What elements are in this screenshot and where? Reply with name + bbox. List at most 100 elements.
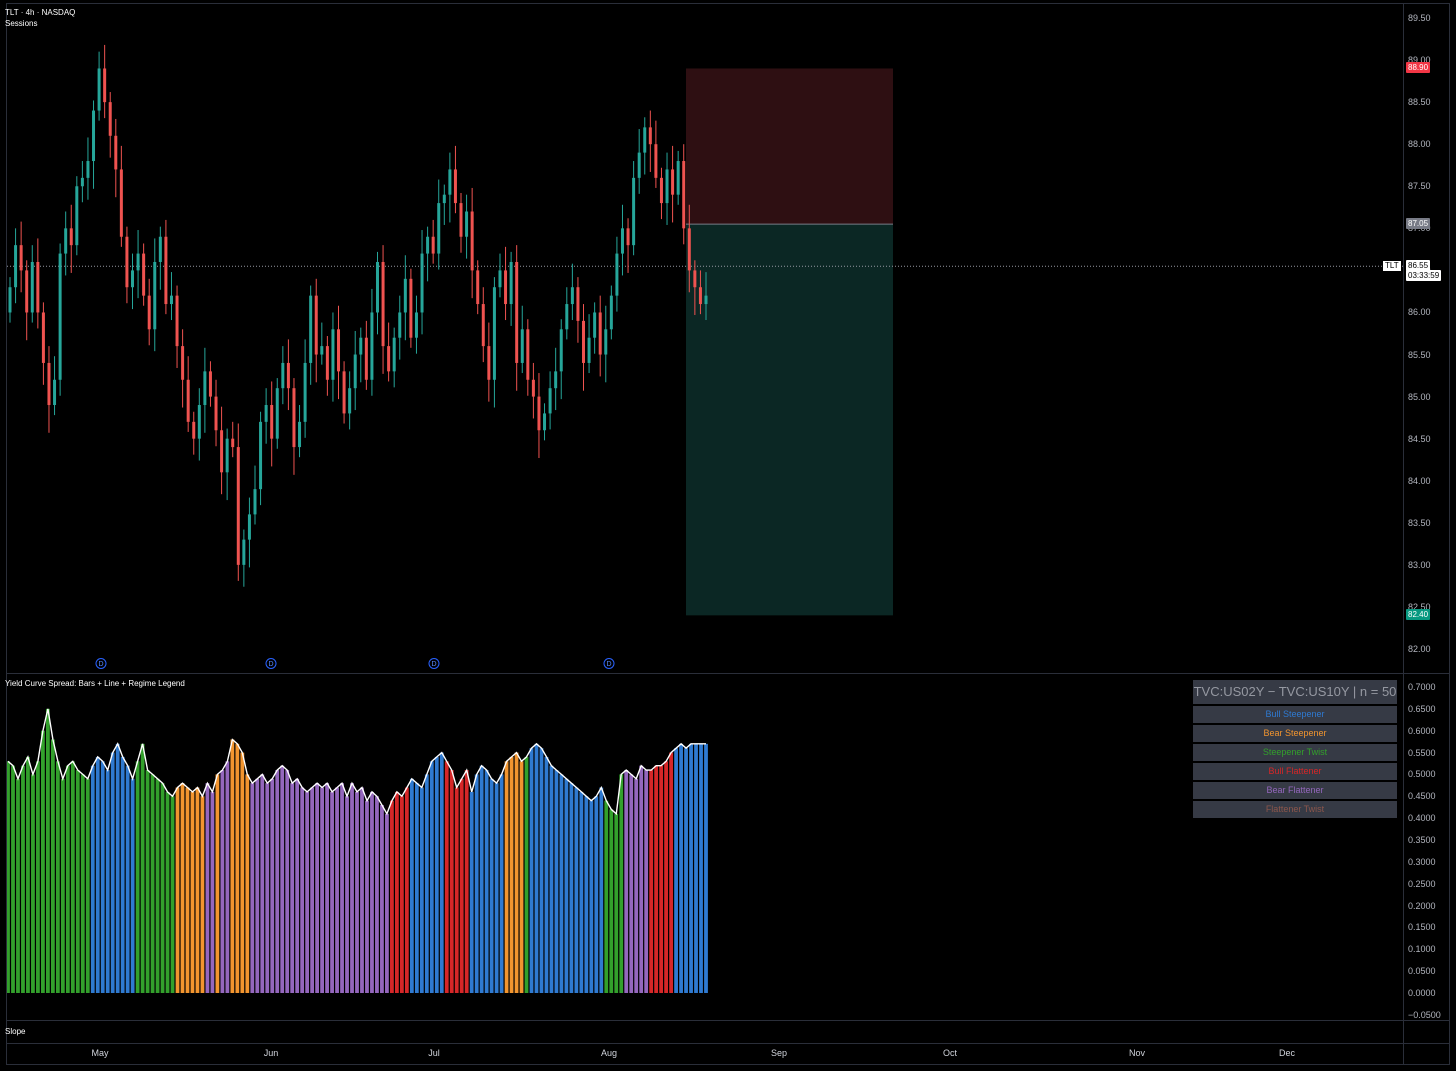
slope-title[interactable]: Slope — [5, 1027, 26, 1036]
spread-bar[interactable] — [85, 778, 90, 993]
candle[interactable] — [437, 179, 441, 270]
spread-bar[interactable] — [130, 778, 135, 993]
spread-bar[interactable] — [270, 778, 275, 993]
spread-bar[interactable] — [394, 791, 399, 993]
candle[interactable] — [41, 302, 45, 385]
spread-bar[interactable] — [320, 787, 324, 993]
spread-bar[interactable] — [529, 748, 534, 993]
candle[interactable] — [520, 305, 524, 374]
pane-separator[interactable] — [7, 1020, 1450, 1021]
stop-price-badge[interactable]: 88.90 — [1406, 62, 1431, 74]
candle[interactable] — [398, 295, 402, 360]
spread-bar[interactable] — [684, 748, 688, 993]
candle[interactable] — [492, 277, 496, 408]
spread-bar[interactable] — [419, 787, 424, 993]
spread-bar[interactable] — [7, 761, 10, 993]
spread-bar[interactable] — [534, 743, 539, 993]
candle[interactable] — [92, 100, 96, 189]
spread-bar[interactable] — [479, 765, 484, 993]
candle[interactable] — [359, 327, 363, 383]
spread-bar[interactable] — [694, 743, 698, 993]
spread-bar[interactable] — [370, 791, 374, 993]
candle[interactable] — [481, 287, 485, 363]
spread-bar[interactable] — [335, 787, 339, 993]
candle[interactable] — [448, 152, 452, 223]
spread-bar[interactable] — [355, 791, 359, 993]
spread-bar[interactable] — [80, 774, 85, 993]
spread-bar[interactable] — [75, 770, 80, 993]
candle[interactable] — [175, 285, 179, 368]
candle[interactable] — [515, 245, 519, 391]
dividend-marker[interactable]: D — [603, 658, 615, 669]
candle[interactable] — [242, 529, 246, 587]
spread-bar[interactable] — [185, 787, 190, 993]
spread-bar[interactable] — [150, 774, 155, 993]
spread-bar[interactable] — [579, 791, 584, 993]
candle[interactable] — [114, 118, 118, 198]
candle[interactable] — [225, 428, 229, 501]
candle[interactable] — [504, 246, 508, 321]
spread-bar[interactable] — [614, 813, 619, 993]
spread-bar[interactable] — [350, 783, 354, 993]
candle[interactable] — [509, 251, 513, 326]
spread-bar[interactable] — [325, 783, 329, 993]
spread-bar[interactable] — [210, 791, 215, 993]
spread-bar[interactable] — [260, 774, 265, 993]
spread-bar[interactable] — [160, 783, 165, 993]
candle[interactable] — [426, 226, 430, 282]
candle[interactable] — [626, 218, 630, 273]
spread-bar[interactable] — [385, 813, 389, 993]
candle[interactable] — [259, 411, 263, 506]
spread-bar[interactable] — [175, 787, 180, 993]
spread-bar[interactable] — [439, 752, 444, 993]
spread-bar[interactable] — [26, 756, 30, 993]
spread-bar[interactable] — [21, 765, 25, 993]
candle[interactable] — [264, 388, 268, 444]
candle[interactable] — [119, 145, 123, 247]
yield-spread-pane[interactable] — [7, 675, 1403, 1019]
price-chart[interactable] — [7, 4, 1403, 672]
candle[interactable] — [632, 161, 636, 256]
candle[interactable] — [253, 465, 257, 525]
spread-bar[interactable] — [404, 787, 409, 993]
spread-bar[interactable] — [434, 756, 439, 993]
price-pane[interactable] — [7, 4, 1403, 672]
spread-bar[interactable] — [135, 761, 140, 993]
spread-bar[interactable] — [275, 770, 280, 993]
candle[interactable] — [543, 403, 547, 441]
spread-bar[interactable] — [569, 783, 574, 993]
pane-separator[interactable] — [7, 673, 1450, 674]
spread-bar[interactable] — [225, 761, 230, 993]
spread-bar[interactable] — [689, 743, 693, 993]
candle[interactable] — [169, 272, 173, 321]
spread-bar[interactable] — [604, 800, 609, 993]
candle[interactable] — [682, 144, 686, 245]
spread-bar[interactable] — [514, 752, 519, 993]
spread-bar[interactable] — [444, 761, 449, 993]
spread-bar[interactable] — [330, 791, 334, 993]
spread-bar[interactable] — [360, 787, 364, 993]
dividend-marker[interactable]: D — [428, 658, 440, 669]
slope-pane[interactable] — [7, 1022, 1403, 1043]
spread-bar[interactable] — [340, 783, 344, 993]
spread-bar[interactable] — [11, 765, 15, 993]
candle[interactable] — [19, 221, 23, 293]
target-price-badge[interactable]: 82.40 — [1406, 609, 1431, 621]
spread-bar[interactable] — [60, 778, 65, 993]
spread-bar[interactable] — [644, 770, 649, 993]
spread-bar[interactable] — [624, 770, 629, 993]
spread-bar[interactable] — [594, 796, 599, 993]
candle[interactable] — [459, 192, 463, 253]
candle[interactable] — [554, 347, 558, 411]
spread-bar[interactable] — [584, 796, 589, 993]
candle[interactable] — [103, 44, 107, 119]
spread-bar[interactable] — [589, 800, 594, 993]
take-profit-zone[interactable] — [686, 224, 893, 616]
spread-line[interactable] — [7, 708, 706, 816]
spread-bar[interactable] — [180, 783, 185, 993]
candle[interactable] — [403, 255, 407, 341]
candle[interactable] — [609, 285, 613, 340]
candle[interactable] — [548, 371, 552, 430]
spread-bar[interactable] — [634, 778, 639, 993]
candle[interactable] — [665, 152, 669, 225]
